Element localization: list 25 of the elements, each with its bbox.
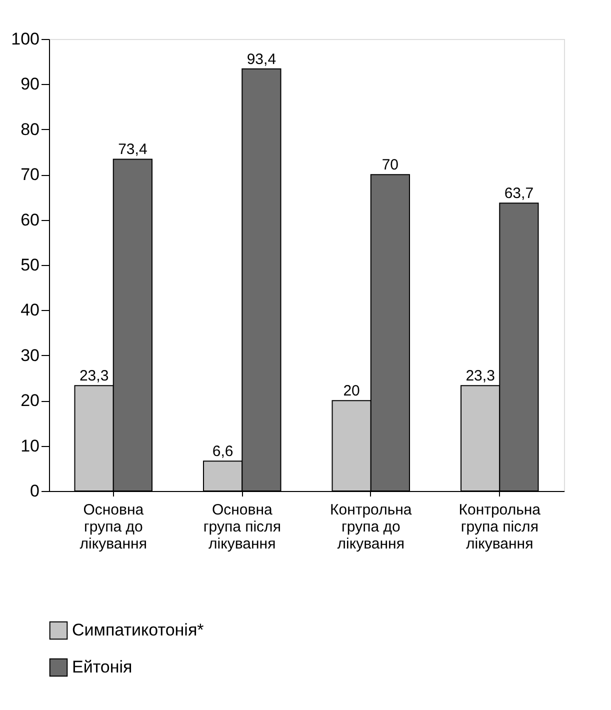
y-tick-label: 80 [20, 120, 40, 139]
y-tick-label: 10 [20, 436, 40, 456]
data-label: 6,6 [212, 443, 234, 460]
data-label: 20 [343, 382, 360, 400]
y-tick-label: 50 [20, 256, 40, 274]
y-tick-label: 40 [20, 300, 40, 320]
y-tick-label: 90 [20, 74, 40, 94]
y-tick-label: 70 [20, 165, 40, 184]
y-tick-label: 20 [20, 391, 40, 410]
y-tick-label: 30 [20, 346, 40, 365]
y-tick-label: 100 [11, 30, 40, 48]
y-tick-label: 60 [20, 210, 40, 230]
data-label: 23,3 [79, 368, 109, 385]
x-tick-label: Основна група до лікування [80, 502, 147, 552]
data-label: 93,4 [246, 50, 276, 68]
x-tick-label: Контрольна група до лікування [330, 502, 412, 552]
legend-label: Симпатикотонія* [72, 620, 204, 640]
x-tick-label: Контрольна група після лікування [458, 502, 542, 552]
x-tick-label: Основна група після лікування [203, 502, 281, 552]
data-label: 63,7 [504, 185, 534, 202]
y-tick-label: 0 [30, 482, 40, 500]
data-label: 23,3 [466, 368, 495, 385]
data-label: 70 [382, 156, 399, 174]
legend-label: Ейтонія [72, 658, 132, 676]
data-label: 73,4 [118, 141, 148, 158]
